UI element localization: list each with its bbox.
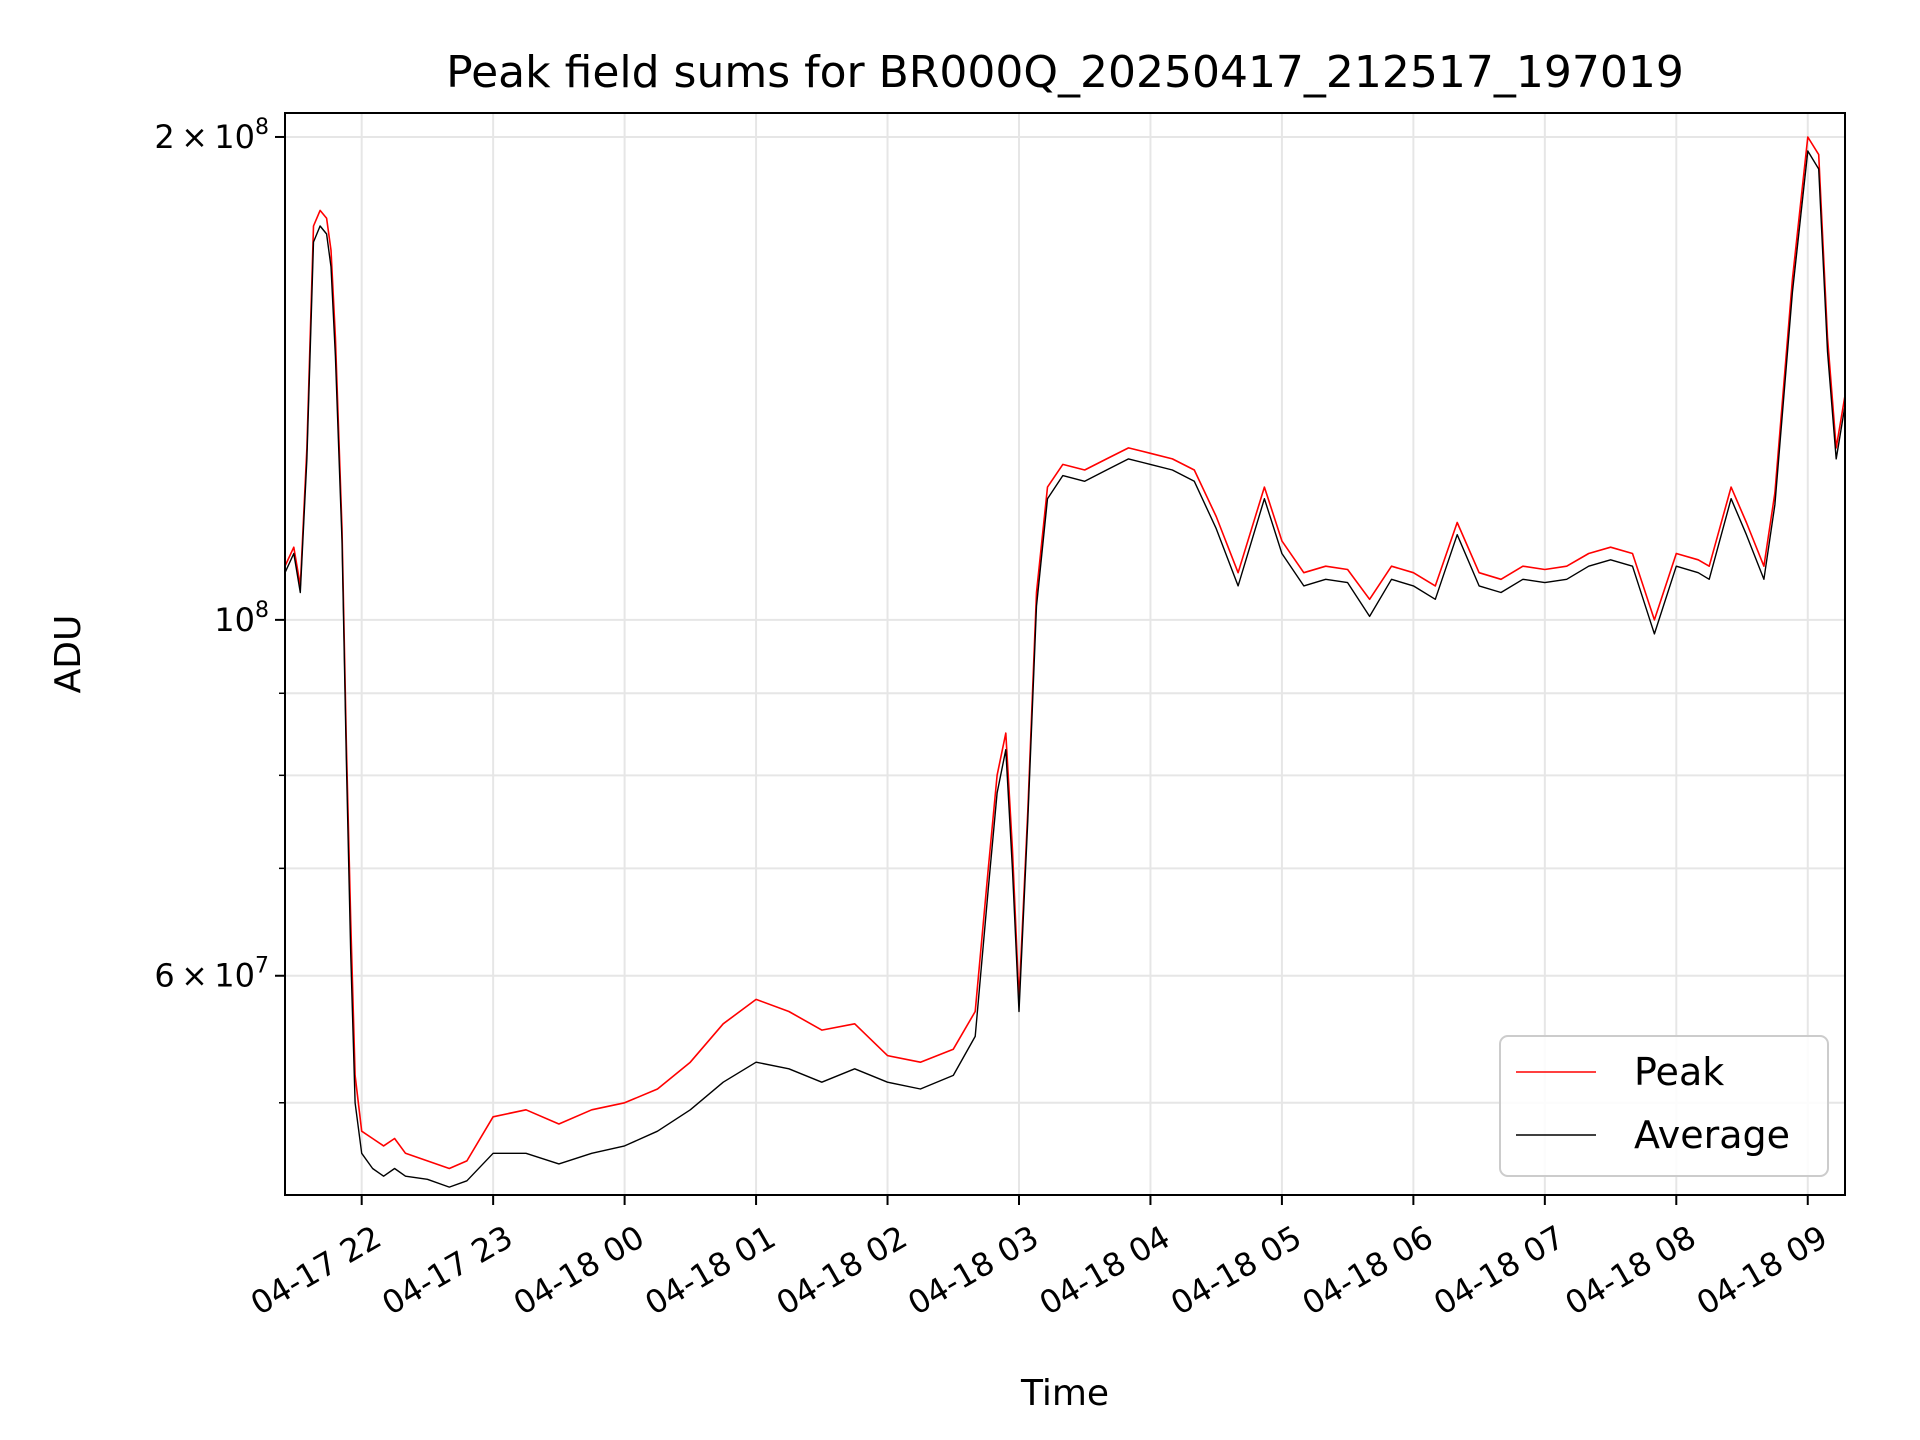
legend-box bbox=[1499, 1035, 1829, 1177]
grid-lines bbox=[285, 113, 1845, 1195]
x-tick-label: 04-17 22 bbox=[244, 1218, 388, 1323]
series-line-average bbox=[285, 150, 1845, 1188]
y-tick-label-base: 10 bbox=[214, 601, 255, 639]
x-tick-label: 04-18 01 bbox=[638, 1218, 782, 1323]
y-tick-label-base: 6 × 10 bbox=[154, 957, 255, 995]
x-axis-label: Time bbox=[1020, 1373, 1109, 1414]
legend: Peak Average bbox=[1499, 1035, 1829, 1177]
x-tick-label: 04-17 23 bbox=[376, 1218, 520, 1323]
chart-title: Peak field sums for BR000Q_20250417_2125… bbox=[446, 47, 1684, 98]
y-tick-label: 6 × 107 bbox=[154, 954, 269, 995]
x-tick-label: 04-18 07 bbox=[1427, 1218, 1571, 1323]
y-tick-label-exponent: 8 bbox=[255, 115, 269, 140]
x-tick-label: 04-18 09 bbox=[1690, 1218, 1834, 1323]
y-tick-label-exponent: 8 bbox=[255, 598, 269, 623]
series-layer bbox=[285, 136, 1845, 1188]
series-line-peak bbox=[285, 136, 1845, 1170]
plot-area bbox=[285, 136, 1845, 1188]
x-tick-label: 04-18 05 bbox=[1164, 1218, 1308, 1323]
y-tick-label: 108 bbox=[214, 598, 269, 639]
x-tick-label: 04-18 04 bbox=[1033, 1218, 1177, 1323]
y-axis-label: ADU bbox=[48, 615, 89, 694]
y-tick-label: 2 × 108 bbox=[154, 115, 269, 156]
legend-label-average: Average bbox=[1634, 1113, 1790, 1157]
x-tick-label: 04-18 06 bbox=[1296, 1218, 1440, 1323]
y-tick-label-exponent: 7 bbox=[255, 954, 269, 979]
plot-frame bbox=[284, 112, 1846, 1196]
legend-label-peak: Peak bbox=[1634, 1050, 1724, 1094]
x-tick-label: 04-18 00 bbox=[507, 1218, 651, 1323]
y-tick-label-base: 2 × 10 bbox=[154, 118, 255, 156]
x-tick-label: 04-18 08 bbox=[1559, 1218, 1703, 1323]
x-tick-label: 04-18 03 bbox=[901, 1218, 1045, 1323]
x-tick-label: 04-18 02 bbox=[770, 1218, 914, 1323]
